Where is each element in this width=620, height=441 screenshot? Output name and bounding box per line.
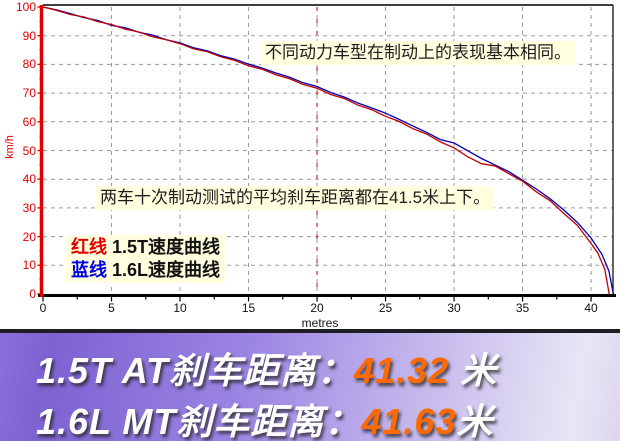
y-tick-label: 60 bbox=[22, 114, 36, 129]
banner-label-16l: 1.6L MT刹车距离： bbox=[36, 401, 362, 441]
y-tick-label: 70 bbox=[22, 86, 36, 101]
x-axis-title: metres bbox=[301, 316, 339, 330]
y-tick-label: 80 bbox=[22, 57, 36, 72]
speed-distance-chart: 0 10 20 30 40 50 60 70 80 90 100 0 5 10 15 20 25 30 35 40 … bbox=[4, 0, 616, 330]
legend-label-blue: 1.6L速度曲线 bbox=[112, 260, 221, 280]
y-tick-label: 100 bbox=[15, 0, 36, 14]
x-tick-label: 5 bbox=[108, 301, 115, 315]
chart-legend: 红线 1.5T速度曲线 蓝线 1.6L速度曲线 bbox=[66, 235, 226, 283]
x-tick-label: 40 bbox=[584, 301, 598, 315]
result-banner: 1.5T AT刹车距离：41.32 米 1.6L MT刹车距离：41.63米 bbox=[0, 329, 620, 441]
y-tick-label: 0 bbox=[29, 287, 36, 301]
legend-item-red: 红线 1.5T速度曲线 bbox=[71, 236, 220, 259]
y-tick-label: 40 bbox=[22, 172, 36, 187]
x-tick-label: 25 bbox=[378, 301, 393, 315]
banner-value-15t: 41.32 bbox=[354, 350, 450, 391]
y-tick-label: 10 bbox=[22, 258, 36, 273]
x-tick-label: 10 bbox=[173, 301, 187, 315]
legend-item-blue: 蓝线 1.6L速度曲线 bbox=[71, 259, 220, 282]
y-tick-label: 30 bbox=[22, 200, 36, 215]
legend-swatch-red: 红线 bbox=[71, 237, 107, 257]
x-tick-label: 35 bbox=[515, 301, 530, 315]
annotation-top: 不同动力车型在制动上的表现基本相同。 bbox=[261, 41, 575, 65]
banner-label-15t: 1.5T AT刹车距离： bbox=[36, 350, 355, 391]
banner-unit-16l: 米 bbox=[456, 401, 494, 441]
banner-row-16l: 1.6L MT刹车距离：41.63米 bbox=[36, 393, 493, 441]
y-tick-label: 90 bbox=[22, 28, 36, 43]
x-tick-label: 0 bbox=[39, 301, 47, 315]
y-tick-label: 50 bbox=[22, 143, 36, 158]
y-tick-label: 20 bbox=[22, 229, 36, 244]
annotation-middle: 两车十次制动测试的平均刹车距离都在41.5米上下。 bbox=[96, 186, 495, 210]
x-tick-label: 20 bbox=[310, 301, 324, 315]
legend-label-red: 1.5T速度曲线 bbox=[112, 237, 221, 257]
y-axis-title: km/h bbox=[4, 135, 16, 159]
curve-1.5T速度曲线 bbox=[42, 6, 610, 295]
banner-value-16l: 41.63 bbox=[361, 401, 457, 441]
legend-swatch-blue: 蓝线 bbox=[71, 260, 107, 280]
x-tick-label: 30 bbox=[447, 301, 461, 315]
x-tick-label: 15 bbox=[241, 301, 256, 315]
banner-row-15t: 1.5T AT刹车距离：41.32 米 bbox=[36, 342, 497, 394]
banner-unit-15t: 米 bbox=[449, 350, 498, 391]
